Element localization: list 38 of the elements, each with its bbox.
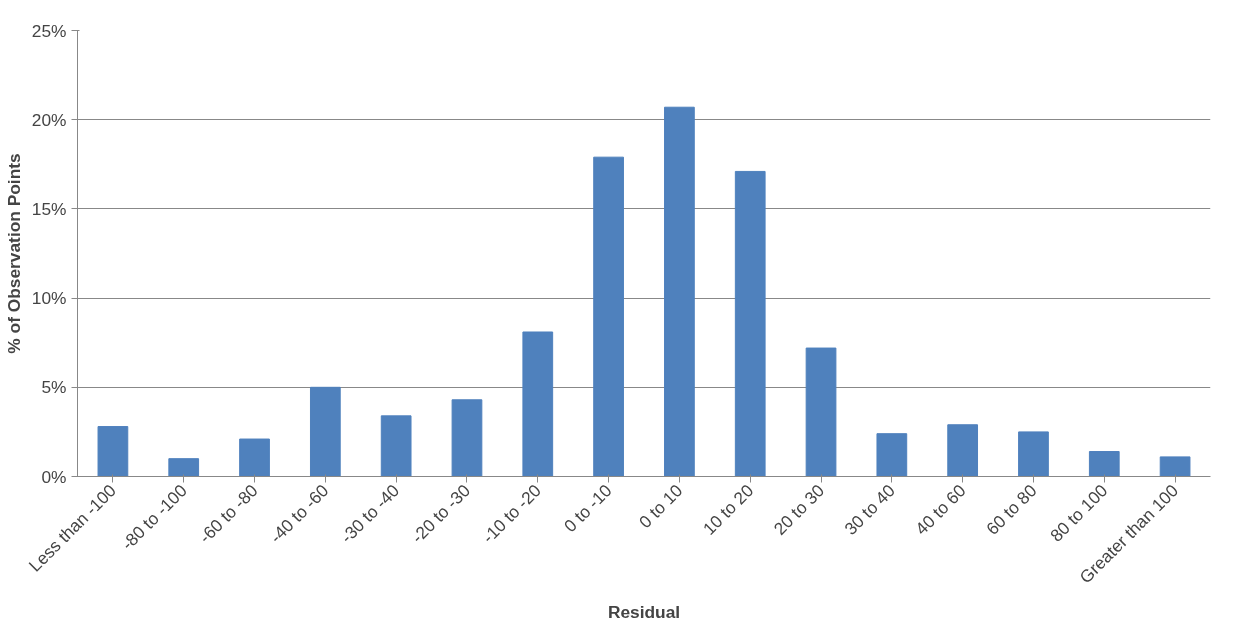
y-tick-label: 25%	[31, 20, 67, 41]
x-tick-label: -30 to -40	[336, 480, 404, 548]
x-tick-label: 20 to 30	[769, 480, 829, 539]
y-tick-label: 0%	[41, 466, 67, 487]
bar	[947, 424, 979, 477]
bar	[805, 347, 837, 477]
x-tick-label: 60 to 80	[982, 480, 1041, 539]
y-tick-label: 5%	[41, 377, 67, 398]
bar	[309, 386, 341, 477]
x-tick-label: 40 to 60	[911, 480, 970, 539]
x-tick-label: -60 to -80	[195, 480, 262, 548]
y-tick-label: 20%	[31, 109, 67, 130]
x-tick-label: 80 to 100	[1046, 480, 1112, 546]
bar	[168, 458, 200, 477]
x-tick-label: -40 to -60	[265, 480, 333, 548]
bar	[664, 106, 695, 477]
bar	[380, 415, 412, 477]
bar	[1088, 451, 1120, 477]
x-tick-label: -80 to -100	[117, 480, 191, 554]
x-tick-label: -10 to -20	[478, 480, 545, 548]
bar	[451, 399, 483, 477]
x-tick-label: 10 to 20	[698, 480, 758, 539]
x-tick-label: -20 to -30	[407, 480, 475, 548]
x-tick-label: 0 to 10	[634, 480, 687, 533]
bar	[522, 331, 554, 477]
bar	[876, 433, 908, 477]
y-tick-label: 15%	[31, 198, 67, 219]
x-tick-label: 30 to 40	[840, 480, 899, 539]
bar	[239, 438, 270, 477]
x-tick-label: 0 to -10	[559, 480, 616, 537]
y-axis-title: % of Observation Points	[3, 153, 24, 354]
x-axis-title: Residual	[607, 602, 681, 623]
y-tick-label: 10%	[31, 288, 67, 309]
bar	[97, 426, 129, 477]
bar	[734, 170, 766, 477]
bar	[1159, 456, 1191, 477]
bar	[1018, 431, 1049, 477]
bar	[593, 156, 624, 477]
